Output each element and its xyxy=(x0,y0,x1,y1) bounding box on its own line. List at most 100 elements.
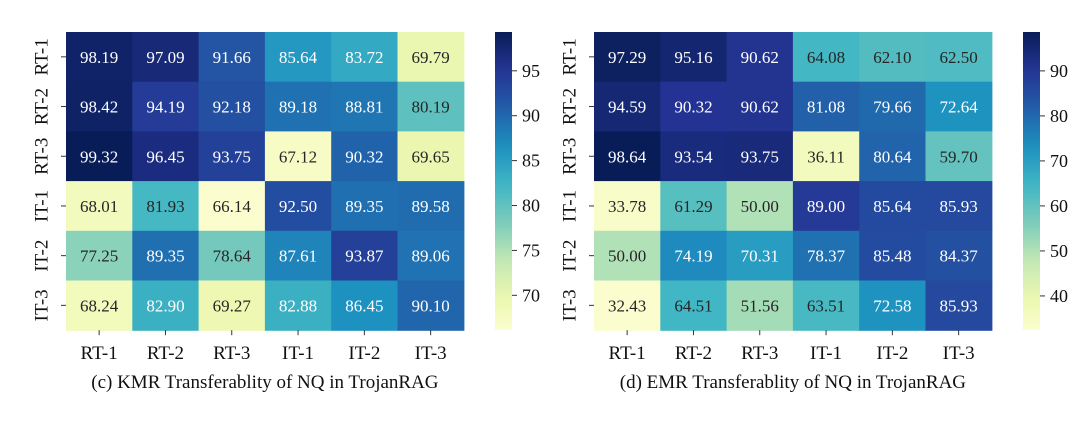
cell-value-label: 69.79 xyxy=(412,48,450,67)
cell-value-label: 89.35 xyxy=(146,247,184,266)
heatmap-cell xyxy=(66,81,133,132)
x-tick-label: RT-2 xyxy=(675,343,712,364)
cell-value-label: 36.11 xyxy=(807,147,845,166)
cell-value-label: 85.64 xyxy=(279,48,318,67)
colorbar xyxy=(1023,32,1040,330)
heatmap-cell xyxy=(925,81,993,132)
cell-value-label: 81.08 xyxy=(807,98,845,117)
cell-value-label: 68.01 xyxy=(80,197,118,216)
y-tick-label: RT-1 xyxy=(560,38,581,75)
cell-value-label: 90.62 xyxy=(741,48,779,67)
x-tick-label: RT-3 xyxy=(741,343,778,364)
cell-value-label: 98.19 xyxy=(80,48,118,67)
heatmap-cell xyxy=(594,181,661,232)
cell-value-label: 78.64 xyxy=(213,247,252,266)
heatmap-cell xyxy=(792,131,860,182)
heatmap-cell xyxy=(132,230,200,282)
heatmap-cell xyxy=(198,131,266,182)
cell-value-label: 94.59 xyxy=(608,98,646,117)
heatmap-cell xyxy=(594,131,661,182)
cell-value-label: 90.10 xyxy=(412,296,450,315)
heatmap-cell xyxy=(66,32,133,83)
heatmap-cell xyxy=(859,280,927,331)
heatmap-cell xyxy=(925,230,993,282)
heatmap-cell xyxy=(264,280,332,331)
heatmap-cell xyxy=(331,181,399,232)
cell-value-label: 96.45 xyxy=(146,147,184,166)
cell-value-label: 85.93 xyxy=(940,197,978,216)
heatmap-cell xyxy=(264,181,332,232)
cell-value-label: 92.50 xyxy=(279,197,317,216)
y-tick-label: IT-3 xyxy=(32,289,53,321)
cell-value-label: 70.31 xyxy=(741,247,779,266)
colorbar-tick-label: 60 xyxy=(1050,196,1068,216)
heatmap-cell xyxy=(397,32,465,83)
cell-value-label: 61.29 xyxy=(674,197,712,216)
colorbar-tick-label: 50 xyxy=(1050,241,1068,261)
x-tick-label: RT-3 xyxy=(213,343,250,364)
heatmap-cell xyxy=(132,280,200,331)
heatmap-cell xyxy=(925,131,993,182)
heatmap-cell xyxy=(397,230,465,282)
y-tick-label: IT-1 xyxy=(560,190,581,222)
x-tick-label: RT-2 xyxy=(147,343,184,364)
cell-value-label: 87.61 xyxy=(279,247,317,266)
y-tick-label: IT-1 xyxy=(32,190,53,222)
cell-value-label: 89.18 xyxy=(279,98,317,117)
heatmap-cell xyxy=(66,230,133,282)
heatmap-cell xyxy=(132,32,200,83)
cell-value-label: 79.66 xyxy=(873,98,911,117)
heatmap-cell xyxy=(594,230,661,282)
colorbar-tick-label: 85 xyxy=(522,151,540,171)
cell-value-label: 90.62 xyxy=(741,98,779,117)
heatmap-cell xyxy=(660,230,728,282)
heatmap-cell xyxy=(859,131,927,182)
heatmap-panel-kmr: 98.19 97.09 91.66 85.64 83.72 69.79 98.42 94.19… xyxy=(32,32,540,393)
cell-value-label: 59.70 xyxy=(940,147,978,166)
cell-value-label: 66.14 xyxy=(213,197,252,216)
heatmap-cell xyxy=(726,131,794,182)
colorbar xyxy=(495,32,512,330)
heatmap-cell xyxy=(594,32,661,83)
x-tick-label: IT-1 xyxy=(282,343,314,364)
x-tick-label: IT-3 xyxy=(415,343,447,364)
cell-value-label: 67.12 xyxy=(279,147,317,166)
x-tick-label: IT-1 xyxy=(810,343,842,364)
colorbar-tick-label: 70 xyxy=(1050,151,1068,171)
cell-value-label: 83.72 xyxy=(345,48,383,67)
chart-title: (d) EMR Transferablity of NQ in TrojanRA… xyxy=(620,372,967,393)
cell-value-label: 97.09 xyxy=(146,48,184,67)
heatmap-cell xyxy=(660,81,728,132)
heatmap-cell xyxy=(397,131,465,182)
heatmap-cell xyxy=(198,230,266,282)
heatmap-cell xyxy=(331,32,399,83)
cell-value-label: 63.51 xyxy=(807,296,845,315)
cell-value-label: 85.48 xyxy=(873,247,911,266)
cell-value-label: 72.64 xyxy=(940,98,979,117)
cell-value-label: 99.32 xyxy=(80,147,118,166)
heatmap-cell xyxy=(198,181,266,232)
cell-value-label: 82.88 xyxy=(279,296,317,315)
cell-value-label: 93.87 xyxy=(345,247,384,266)
heatmap-cell xyxy=(66,181,133,232)
cell-value-label: 80.19 xyxy=(412,98,450,117)
cell-value-label: 69.27 xyxy=(213,296,252,315)
cell-value-label: 91.66 xyxy=(213,48,251,67)
cell-value-label: 95.16 xyxy=(674,48,712,67)
heatmap-cell xyxy=(660,32,728,83)
heatmap-cell xyxy=(264,81,332,132)
heatmap-cell xyxy=(198,280,266,331)
cell-value-label: 33.78 xyxy=(608,197,646,216)
cell-value-label: 89.58 xyxy=(412,197,450,216)
y-tick-label: RT-2 xyxy=(560,88,581,125)
heatmap-cell xyxy=(660,181,728,232)
heatmap-cell xyxy=(726,81,794,132)
cell-value-label: 77.25 xyxy=(80,247,118,266)
colorbar-tick-label: 80 xyxy=(522,196,540,216)
y-tick-label: IT-2 xyxy=(32,240,53,272)
cell-value-label: 80.64 xyxy=(873,147,912,166)
heatmap-cell xyxy=(331,280,399,331)
heatmap-cell xyxy=(726,32,794,83)
heatmap-cell xyxy=(132,131,200,182)
cell-value-label: 50.00 xyxy=(608,247,646,266)
